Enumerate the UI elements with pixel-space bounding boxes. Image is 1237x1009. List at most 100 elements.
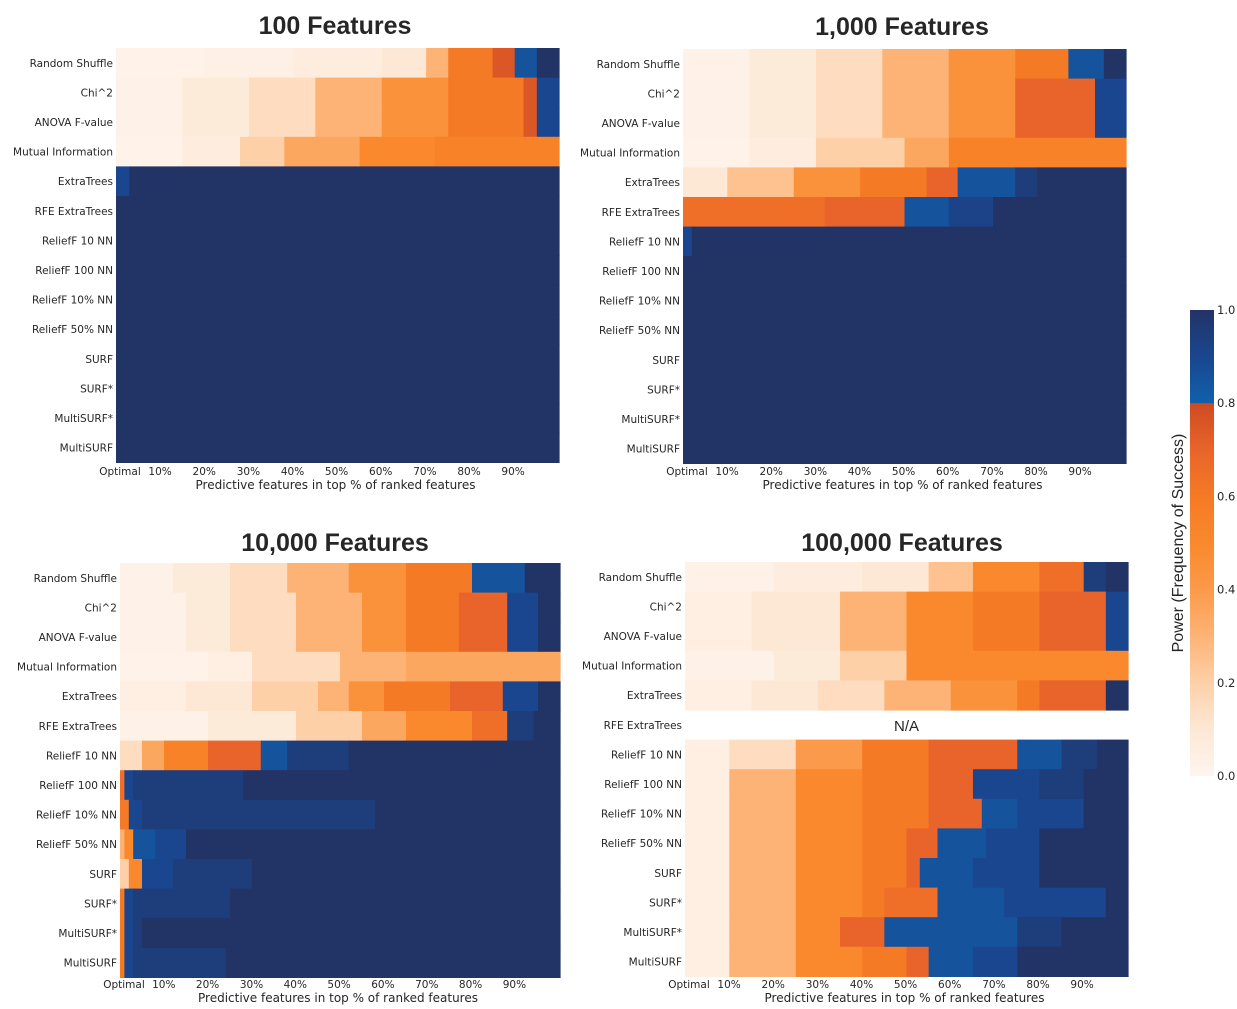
heatmap-cell — [795, 858, 863, 889]
heatmap-row: Random Shuffle — [599, 562, 1129, 593]
x-tick-label: 70% — [413, 466, 436, 478]
heatmap-cell — [1068, 49, 1105, 80]
heatmap-cell — [133, 918, 143, 949]
heatmap-cell — [375, 799, 561, 830]
row-label: ReliefF 50% NN — [32, 324, 113, 336]
heatmap-cell — [362, 622, 407, 653]
heatmap-cell — [683, 197, 826, 228]
heatmap-cell — [1105, 887, 1129, 918]
x-tick-label: 70% — [980, 466, 1003, 478]
heatmap-cell — [957, 167, 1016, 198]
heatmap-cell — [133, 888, 231, 919]
heatmap-cell — [116, 166, 130, 197]
heatmap-cell — [124, 947, 134, 978]
heatmap-cell — [128, 859, 143, 890]
heatmap-cell — [284, 136, 361, 167]
heatmap-row: ReliefF 10% NN — [599, 285, 1127, 316]
row-label: SURF — [652, 355, 680, 367]
heatmap-row: ExtraTrees — [627, 680, 1129, 711]
heatmap-cell — [124, 770, 134, 801]
heatmap-cell — [862, 562, 930, 593]
heatmap-cell — [683, 108, 751, 139]
heatmap-row: ReliefF 10 NN — [611, 739, 1129, 770]
heatmap-cell — [906, 828, 939, 859]
heatmap-cell — [186, 622, 231, 653]
heatmap-cell — [182, 136, 241, 167]
heatmap-cell — [683, 49, 751, 80]
heatmap-cell — [296, 711, 363, 742]
heatmap-cell — [536, 107, 560, 138]
x-tick-label: 80% — [1026, 979, 1049, 991]
row-label: Mutual Information — [17, 662, 117, 674]
colorbar-label: Power (Frequency of Success) — [1170, 434, 1187, 653]
heatmap-cell — [815, 137, 906, 168]
row-label: ReliefF 10 NN — [609, 236, 680, 248]
heatmap-row: MultiSURF — [629, 946, 1129, 977]
heatmap-cell — [120, 799, 130, 830]
heatmap-cell — [448, 77, 525, 108]
row-label: MultiSURF — [627, 444, 680, 456]
heatmap-cell — [1039, 562, 1085, 593]
heatmap-cell — [749, 137, 817, 168]
x-tick-label: 90% — [1070, 979, 1093, 991]
heatmap-cell — [348, 681, 385, 712]
x-tick-label: 80% — [459, 979, 482, 991]
colorbar-tick: 0.0 — [1217, 769, 1235, 783]
heatmap-cell — [882, 78, 950, 109]
heatmap-cell — [293, 48, 383, 79]
row-label: ReliefF 100 NN — [602, 266, 680, 278]
heatmap-cell — [729, 798, 797, 829]
heatmap-cell — [862, 887, 885, 918]
heatmap-cell — [186, 592, 231, 623]
heatmap-cell — [751, 680, 819, 711]
heatmap-cell — [538, 681, 561, 712]
heatmap-cell — [683, 226, 693, 257]
heatmap-cell — [252, 859, 561, 890]
row-label: ANOVA F-value — [35, 117, 113, 129]
heatmap-row: ReliefF 50% NN — [601, 828, 1129, 859]
x-axis-label: Predictive features in top % of ranked f… — [763, 478, 1043, 492]
heatmap-cell — [230, 888, 561, 919]
na-label: N/A — [894, 718, 919, 735]
heatmap-cell — [186, 681, 253, 712]
heatmap-cell — [795, 798, 863, 829]
heatmap-cell — [142, 918, 561, 949]
heatmap-cell — [683, 137, 751, 168]
heatmap-cell — [685, 621, 753, 652]
heatmap-cell — [795, 887, 863, 918]
heatmap-cell — [208, 711, 297, 742]
row-label: ReliefF 10 NN — [611, 749, 682, 761]
heatmap-cell — [507, 711, 535, 742]
heatmap-cell — [248, 77, 316, 108]
heatmap-cell — [1096, 739, 1129, 770]
row-label: Chi^2 — [648, 88, 680, 100]
heatmap-cell — [751, 621, 841, 652]
heatmap-cell — [208, 651, 253, 682]
heatmap-row: ANOVA F-value — [604, 621, 1129, 652]
colorbar-tick: 0.8 — [1217, 396, 1235, 410]
row-label: ReliefF 50% NN — [36, 839, 117, 851]
heatmap-cell — [1039, 769, 1085, 800]
heatmap-cell — [683, 167, 728, 198]
heatmap-cell — [142, 740, 165, 771]
heatmap-cell — [472, 711, 508, 742]
heatmap-cell — [524, 563, 561, 594]
heatmap-cell — [381, 107, 449, 138]
x-tick-label: 20% — [196, 979, 219, 991]
heatmap-cell — [972, 562, 1040, 593]
x-tick-label: Optimal — [668, 979, 710, 991]
heatmap-cell — [116, 107, 184, 138]
heatmap-cell — [133, 829, 156, 860]
heatmap-row: SURF* — [84, 888, 561, 919]
heatmap-cell — [948, 49, 1016, 80]
row-label: ReliefF 10% NN — [601, 809, 682, 821]
heatmap-cell — [538, 622, 561, 653]
heatmap-cell — [729, 739, 797, 770]
x-tick-label: 40% — [281, 466, 304, 478]
panel-title: 10,000 Features — [241, 529, 429, 557]
heatmap-cell — [1105, 591, 1129, 622]
row-label: ReliefF 10 NN — [42, 235, 113, 247]
heatmap-cell — [1083, 562, 1107, 593]
panel-title: 1,000 Features — [815, 13, 989, 41]
